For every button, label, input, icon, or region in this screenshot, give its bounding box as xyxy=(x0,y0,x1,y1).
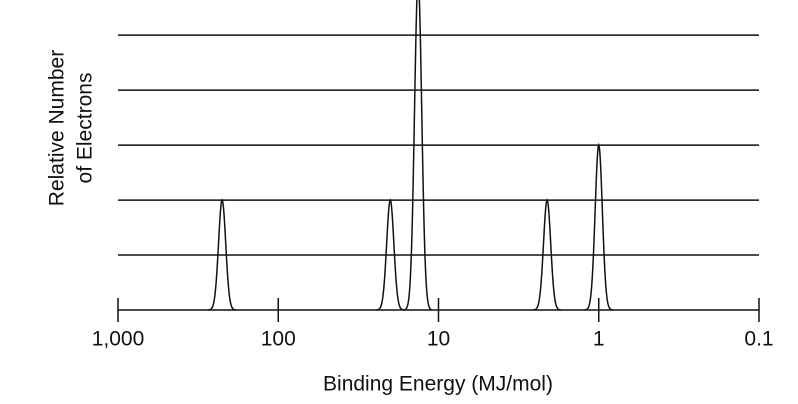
y-axis-label: of Electrons xyxy=(74,73,97,184)
x-tick-label: 1,000 xyxy=(92,328,145,351)
peak xyxy=(208,198,237,311)
y-axis-label: Relative Number xyxy=(46,50,69,206)
peak xyxy=(403,0,433,311)
peak xyxy=(584,142,613,311)
x-tick-label: 1 xyxy=(593,328,605,351)
peak xyxy=(376,198,405,311)
x-tick-label: 100 xyxy=(261,328,296,351)
x-axis-label: Binding Energy (MJ/mol) xyxy=(323,373,553,396)
x-tick-label: 10 xyxy=(427,328,450,351)
peak xyxy=(533,198,562,311)
x-tick-label: 0.1 xyxy=(744,328,773,351)
